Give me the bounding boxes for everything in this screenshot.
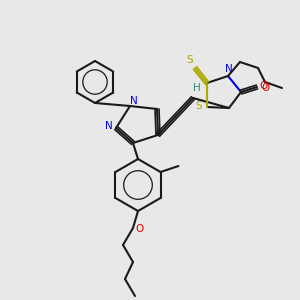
Text: N: N xyxy=(105,121,113,131)
Text: S: S xyxy=(187,55,193,65)
Text: O: O xyxy=(260,81,268,91)
Text: H: H xyxy=(193,83,201,93)
Text: S: S xyxy=(196,101,202,111)
Text: N: N xyxy=(130,96,138,106)
Text: O: O xyxy=(136,224,144,234)
Text: N: N xyxy=(225,64,233,74)
Text: O: O xyxy=(262,83,270,93)
